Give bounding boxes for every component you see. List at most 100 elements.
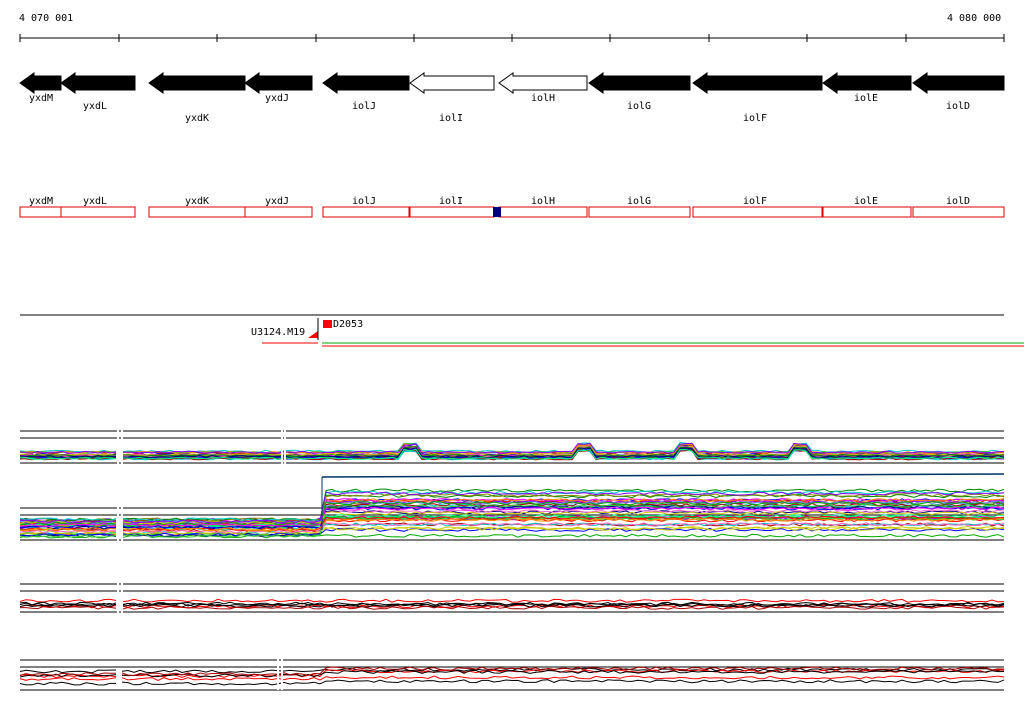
profile-line [20,448,1005,460]
profile-line [19,441,1005,453]
profile-line [19,442,1005,454]
gene-arrow-shape[interactable] [148,72,246,94]
cds-box-yxdL[interactable]: yxdL [60,196,136,218]
gene-arrow-iolD[interactable]: iolD [912,72,1005,112]
cds-box-iolI[interactable]: iolI [409,196,495,218]
probe-left-marker[interactable] [308,331,318,338]
probe-left-label: U3124.M19 [251,327,305,338]
cds-rect[interactable] [822,206,912,218]
profile-line [19,504,1005,538]
profile-line [19,506,1005,527]
expression-panels [19,425,1005,691]
cds-box-iolE[interactable]: iolE [822,196,912,218]
gene-label: iolG [627,101,651,112]
cds-label: yxdJ [265,196,289,207]
ruler-track [19,34,1005,42]
cds-label: iolE [854,196,878,207]
cds-rect[interactable] [148,206,246,218]
cds-rect[interactable] [409,206,495,218]
cds-box-iolG[interactable]: iolG [588,196,691,218]
cds-box-yxdK[interactable]: yxdK [148,196,246,218]
cds-box-iolD[interactable]: iolD [912,196,1005,218]
gene-label: iolE [854,93,878,104]
gene-arrow-yxdM[interactable]: yxdM [19,72,62,104]
profile-line [19,491,1005,524]
gene-arrow-shape[interactable] [322,72,410,94]
expression-panel-4 [19,659,1005,691]
ruler-end-label: 4 080 000 [947,13,1002,24]
cds-rect[interactable] [19,206,62,218]
cds-box-iolJ[interactable]: iolJ [322,196,410,218]
gene-label: iolD [946,101,970,112]
gene-arrow-iolF[interactable]: iolF [692,72,823,124]
cds-box-yxdM[interactable]: yxdM [19,196,62,218]
cds-label: iolH [531,196,555,207]
cds-label: iolF [743,196,767,207]
cds-rect[interactable] [244,206,313,218]
cds-rect[interactable] [588,206,691,218]
profile-line [19,526,1005,535]
probe-right-marker[interactable] [323,320,332,328]
profile-line [19,598,1005,603]
cds-label: yxdM [29,196,53,207]
cds-label: iolD [946,196,970,207]
cds-label: iolG [627,196,651,207]
profile-line [19,675,1005,682]
expression-panel-3 [19,583,1005,613]
gene-label: iolJ [352,101,376,112]
gene-arrow-yxdL[interactable]: yxdL [60,72,136,112]
gene-track: yxdM yxdL yxdK yxdJ iolJ iolI iolH iolG iolF iolE… [19,72,1005,124]
profile-line [19,446,1005,458]
profile-line [19,679,1005,686]
cds-box-iolF[interactable]: iolF [692,196,823,218]
gene-arrow-shape[interactable] [588,72,691,94]
gene-arrow-iolJ[interactable]: iolJ [322,72,410,112]
profile-line [19,490,1005,522]
gene-arrow-yxdK[interactable]: yxdK [148,72,246,124]
cds-rect[interactable] [912,206,1005,218]
cds-track: yxdM yxdL yxdK yxdJ iolJ iolI iolH iolG iolF iolE… [19,196,1005,218]
profile-line [19,603,1005,608]
profile-line [19,602,1005,607]
cds-label: yxdK [185,196,209,207]
gene-arrow-iolI[interactable]: iolI [409,72,495,124]
gene-arrow-shape[interactable] [912,72,1005,94]
cds-rect[interactable] [692,206,823,218]
gene-arrow-shape[interactable] [19,72,62,94]
cds-label: iolI [439,196,463,207]
gene-label: iolI [439,113,463,124]
gene-arrow-iolH[interactable]: iolH [498,72,588,104]
gene-arrow-shape[interactable] [498,72,588,94]
cds-rect[interactable] [322,206,410,218]
gene-arrow-iolE[interactable]: iolE [822,72,912,104]
cds-box-iolH[interactable]: iolH [498,196,588,218]
cds-box-yxdJ[interactable]: yxdJ [244,196,313,218]
gene-arrow-shape[interactable] [60,72,136,94]
ruler-start-label: 4 070 001 [19,13,74,24]
expression-panel-2 [19,473,1005,541]
profile-line [20,605,1005,610]
gene-arrow-shape[interactable] [822,72,912,94]
probe-right-label: D2053 [333,319,363,330]
gene-arrow-iolG[interactable]: iolG [588,72,691,112]
cds-label: iolJ [352,196,376,207]
highlight-marker[interactable] [493,207,501,217]
gene-label: iolH [531,93,555,104]
gene-arrow-yxdJ[interactable]: yxdJ [244,72,313,104]
gene-arrow-shape[interactable] [244,72,313,94]
gene-label: yxdJ [265,93,289,104]
cds-rect[interactable] [60,206,136,218]
probe-track: U3124.M19 D2053 [20,314,1024,347]
gene-label: yxdK [185,113,209,124]
profile-line [19,517,1005,532]
gene-label: iolF [743,113,767,124]
gene-label: yxdM [29,93,53,104]
gene-arrow-shape[interactable] [409,72,495,94]
gene-arrow-shape[interactable] [692,72,823,94]
gene-label: yxdL [83,101,107,112]
profile-line [19,666,1005,677]
expression-panel-1 [19,430,1005,464]
cds-rect[interactable] [498,206,588,218]
